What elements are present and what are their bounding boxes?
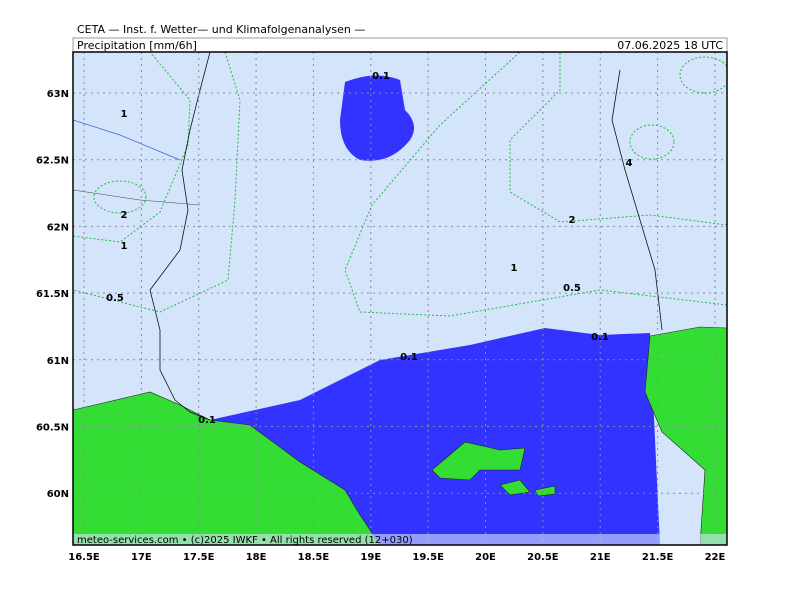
- border: [73, 119, 181, 161]
- lat-label: 63N: [47, 89, 69, 100]
- lon-label: 21.5E: [642, 552, 674, 563]
- coastline: [149, 52, 211, 421]
- contour-label: 4: [626, 158, 633, 169]
- lat-label: 61N: [47, 356, 69, 367]
- precip-1: [73, 52, 191, 243]
- lat-label: 62N: [47, 222, 69, 233]
- island: [534, 485, 556, 497]
- contour-label: 0.1: [198, 415, 216, 426]
- footer: meteo-services.com • (c)2025 IWKF • All …: [77, 535, 413, 546]
- contour-label: 0.5: [106, 293, 124, 304]
- lon-label: 18.5E: [298, 552, 330, 563]
- contour-label: 1: [121, 109, 128, 120]
- lat-label: 62.5N: [36, 156, 69, 167]
- precip-0.5: [344, 52, 727, 317]
- contour-label: 1: [121, 241, 128, 252]
- lon-label: 19E: [360, 552, 381, 563]
- contour-label: 2: [121, 210, 128, 221]
- land: [644, 326, 727, 545]
- precip-2: [629, 124, 675, 160]
- header-subtitle: Precipitation [mm/6h]: [77, 39, 197, 52]
- lon-label: 18E: [246, 552, 267, 563]
- lon-label: 22E: [705, 552, 726, 563]
- map-frame: [72, 51, 728, 546]
- footer-strip: [73, 534, 727, 545]
- lon-label: 20E: [475, 552, 496, 563]
- contour-label: 0.1: [591, 332, 609, 343]
- contour-label: 1: [511, 263, 518, 274]
- lat-label: 61.5N: [36, 289, 69, 300]
- contour-label: 0.1: [400, 352, 418, 363]
- map: 0.1 1 2 1 0.5 4 2 1 0.5 0.1 0.1 0.1 meteo-services.…: [73, 52, 727, 546]
- contour-label: 0.5: [563, 283, 581, 294]
- land: [73, 391, 381, 545]
- lon-label: 19.5E: [412, 552, 444, 563]
- contour-label: 2: [569, 215, 576, 226]
- precip-0.5: [73, 52, 241, 313]
- header-date: 07.06.2025 18 UTC: [617, 39, 723, 52]
- axes: 16.5E 17E 17.5E 18E 18.5E 19E 19.5E 20E 20.5E 21E…: [36, 89, 726, 563]
- contour-labels: 0.1 1 2 1 0.5 4 2 1 0.5 0.1 0.1 0.1: [106, 71, 632, 426]
- header-title: CETA — Inst. f. Wetter— und Klimafolgena…: [77, 23, 365, 36]
- lon-label: 21E: [590, 552, 611, 563]
- lat-label: 60.5N: [36, 423, 69, 434]
- contour-label: 0.1: [372, 71, 390, 82]
- lon-label: 16.5E: [68, 552, 100, 563]
- lon-label: 17E: [131, 552, 152, 563]
- lon-label: 17.5E: [183, 552, 215, 563]
- island: [431, 441, 526, 481]
- island: [499, 479, 531, 496]
- lon-label: 20.5E: [527, 552, 559, 563]
- border: [73, 189, 201, 206]
- coastline: [611, 69, 663, 331]
- precip-2: [93, 180, 147, 214]
- graticule: [73, 52, 727, 545]
- lat-label: 60N: [47, 489, 69, 500]
- precip-0.1-area: [340, 75, 414, 161]
